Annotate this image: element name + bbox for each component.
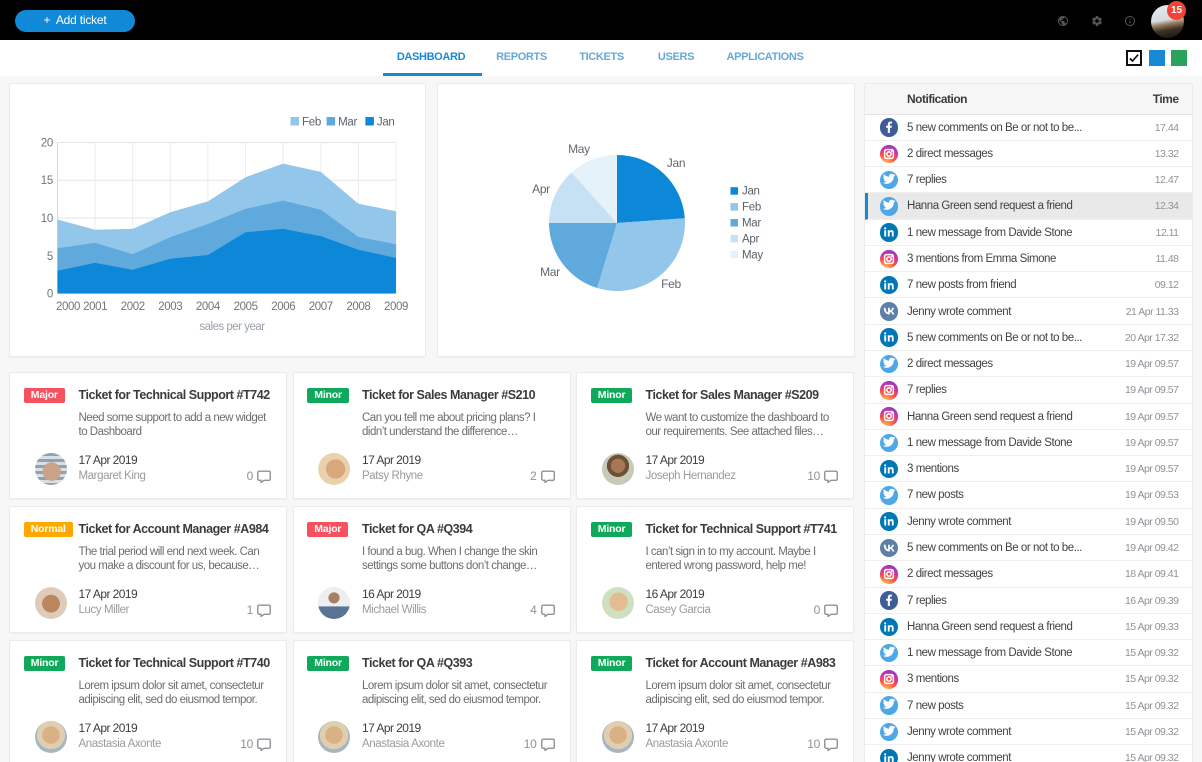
svg-text:May: May bbox=[568, 142, 590, 156]
svg-text:Mar: Mar bbox=[742, 218, 761, 230]
svg-text:2005: 2005 bbox=[234, 301, 258, 313]
svg-text:2006: 2006 bbox=[271, 301, 295, 313]
svg-text:2009: 2009 bbox=[384, 301, 408, 313]
svg-text:Feb: Feb bbox=[302, 117, 321, 129]
svg-text:15: 15 bbox=[41, 175, 53, 187]
svg-text:2000: 2000 bbox=[56, 301, 80, 313]
svg-text:2001: 2001 bbox=[83, 301, 107, 313]
svg-text:0: 0 bbox=[47, 289, 53, 301]
svg-text:2002: 2002 bbox=[121, 301, 145, 313]
svg-text:10: 10 bbox=[41, 213, 53, 225]
svg-text:Mar: Mar bbox=[540, 265, 560, 279]
svg-text:2007: 2007 bbox=[309, 301, 333, 313]
svg-text:Jan: Jan bbox=[377, 117, 395, 129]
svg-text:Apr: Apr bbox=[742, 233, 759, 245]
svg-text:May: May bbox=[742, 249, 763, 261]
svg-text:Apr: Apr bbox=[532, 182, 550, 196]
svg-text:2004: 2004 bbox=[196, 301, 221, 313]
svg-text:Mar: Mar bbox=[338, 117, 357, 129]
svg-text:Feb: Feb bbox=[661, 277, 681, 291]
svg-text:2003: 2003 bbox=[158, 301, 182, 313]
svg-text:Jan: Jan bbox=[667, 156, 685, 170]
svg-text:Feb: Feb bbox=[742, 202, 761, 214]
svg-text:sales per year: sales per year bbox=[199, 321, 265, 333]
svg-text:Jan: Jan bbox=[742, 186, 760, 198]
svg-text:2008: 2008 bbox=[346, 301, 370, 313]
svg-text:20: 20 bbox=[41, 138, 53, 150]
svg-text:5: 5 bbox=[47, 251, 53, 263]
